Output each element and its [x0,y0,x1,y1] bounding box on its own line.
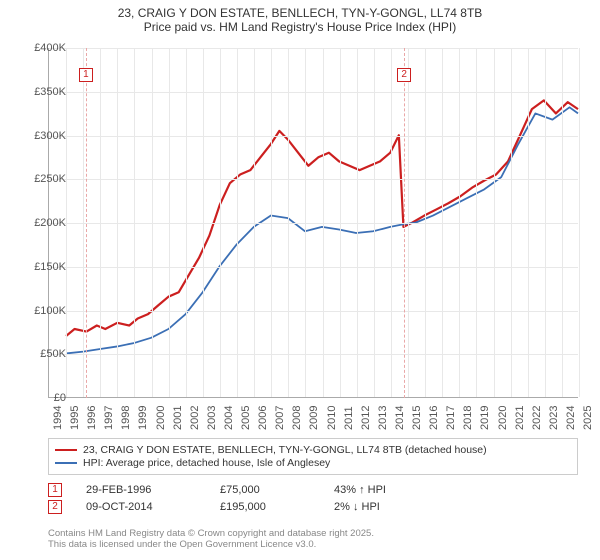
legend-row-hpi: HPI: Average price, detached house, Isle… [55,457,571,469]
legend-row-price-paid: 23, CRAIG Y DON ESTATE, BENLLECH, TYN-Y-… [55,444,571,456]
x-tick-label: 1995 [69,406,81,430]
x-tick-label: 1998 [120,406,132,430]
x-tick-label: 2024 [565,406,577,430]
chart-container: 23, CRAIG Y DON ESTATE, BENLLECH, TYN-Y-… [0,0,600,560]
title-block: 23, CRAIG Y DON ESTATE, BENLLECH, TYN-Y-… [0,0,600,36]
x-tick-label: 1994 [52,406,64,430]
x-tick-label: 2001 [172,406,184,430]
event-date-2: 09-OCT-2014 [86,501,196,513]
x-tick-label: 2002 [189,406,201,430]
event-marker-1: 1 [48,483,62,497]
x-tick-label: 2017 [445,406,457,430]
legend-label-hpi: HPI: Average price, detached house, Isle… [83,457,330,469]
x-tick-label: 2003 [206,406,218,430]
x-tick-label: 2008 [291,406,303,430]
y-tick-label: £350K [22,86,66,98]
event-delta-2: 2% ↓ HPI [334,501,424,513]
x-tick-label: 2011 [343,406,355,430]
event-row-2: 2 09-OCT-2014 £195,000 2% ↓ HPI [48,500,578,514]
x-tick-label: 2015 [411,406,423,430]
chart-marker-2: 2 [397,68,411,82]
x-tick-label: 2013 [377,406,389,430]
event-delta-1: 43% ↑ HPI [334,484,424,496]
event-date-1: 29-FEB-1996 [86,484,196,496]
x-tick-label: 2000 [155,406,167,430]
chart-marker-1: 1 [79,68,93,82]
x-tick-label: 2023 [548,406,560,430]
y-tick-label: £400K [22,42,66,54]
x-tick-label: 2021 [514,406,526,430]
x-tick-label: 2014 [394,406,406,430]
event-price-2: £195,000 [220,501,310,513]
x-tick-label: 2004 [223,406,235,430]
legend-swatch-hpi [55,462,77,464]
x-tick-label: 2009 [308,406,320,430]
x-tick-label: 2019 [479,406,491,430]
y-tick-label: £250K [22,173,66,185]
y-tick-label: £200K [22,217,66,229]
y-tick-label: £100K [22,305,66,317]
x-tick-label: 2016 [428,406,440,430]
title-line-2: Price paid vs. HM Land Registry's House … [10,20,590,34]
footer-line-2: This data is licensed under the Open Gov… [48,539,578,550]
event-price-1: £75,000 [220,484,310,496]
x-tick-label: 2018 [462,406,474,430]
footer-line-1: Contains HM Land Registry data © Crown c… [48,528,578,539]
y-tick-label: £150K [22,261,66,273]
x-tick-label: 2005 [240,406,252,430]
footer-attribution: Contains HM Land Registry data © Crown c… [48,528,578,551]
x-tick-label: 2025 [582,406,594,430]
x-tick-label: 2012 [360,406,372,430]
chart-plot-area: 12 [48,48,578,398]
x-tick-label: 2022 [531,406,543,430]
x-tick-label: 2010 [326,406,338,430]
legend-label-price-paid: 23, CRAIG Y DON ESTATE, BENLLECH, TYN-Y-… [83,444,487,456]
x-tick-label: 2006 [257,406,269,430]
event-row-1: 1 29-FEB-1996 £75,000 43% ↑ HPI [48,483,578,497]
x-tick-label: 1999 [137,406,149,430]
y-tick-label: £300K [22,130,66,142]
legend-box: 23, CRAIG Y DON ESTATE, BENLLECH, TYN-Y-… [48,438,578,475]
y-tick-label: £50K [22,348,66,360]
event-marker-2: 2 [48,500,62,514]
x-tick-label: 2007 [274,406,286,430]
title-line-1: 23, CRAIG Y DON ESTATE, BENLLECH, TYN-Y-… [10,6,590,20]
x-tick-label: 2020 [497,406,509,430]
x-tick-label: 1997 [103,406,115,430]
x-tick-label: 1996 [86,406,98,430]
events-table: 1 29-FEB-1996 £75,000 43% ↑ HPI 2 09-OCT… [48,480,578,517]
y-tick-label: £0 [22,392,66,404]
legend-swatch-price-paid [55,449,77,451]
